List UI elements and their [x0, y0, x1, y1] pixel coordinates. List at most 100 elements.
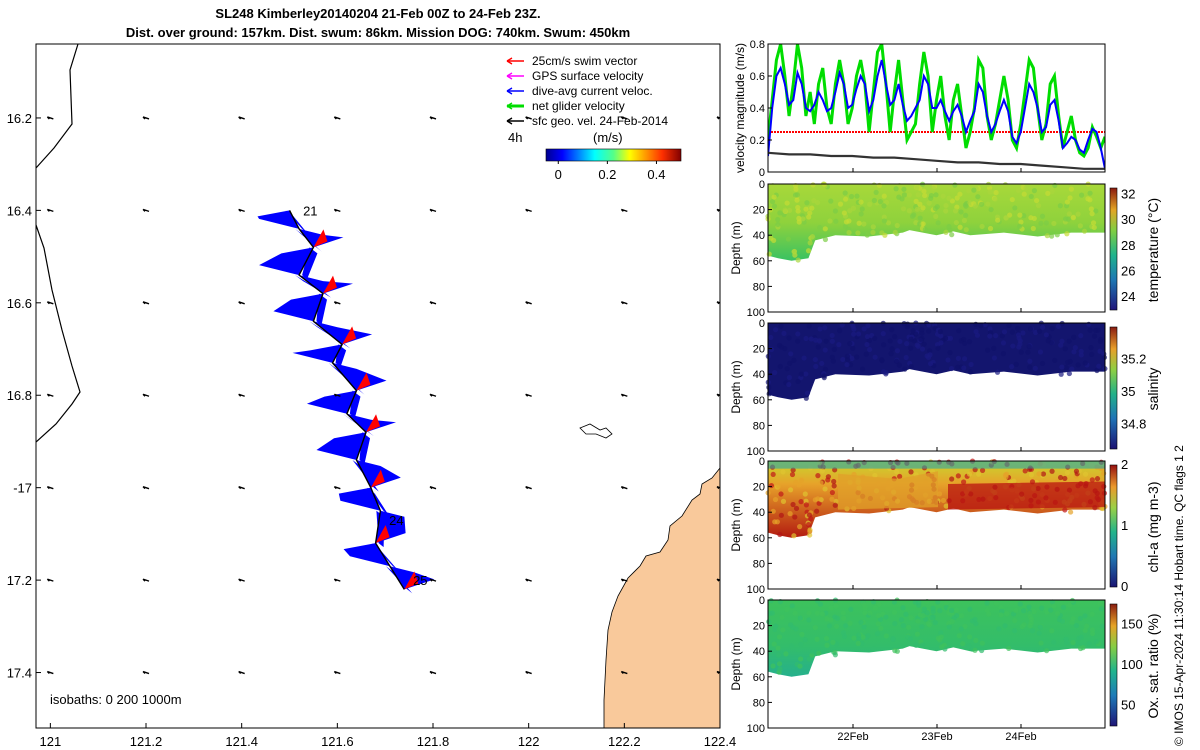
oxygen-sample-dot [1013, 607, 1019, 614]
swath-segment [359, 432, 371, 464]
salinity-sample-dot [1063, 365, 1069, 371]
oxygen-sample-dot [898, 617, 905, 623]
swath-segment [316, 432, 367, 460]
salinity-sample-dot [803, 371, 809, 377]
oxygen-sample-dot [929, 615, 935, 621]
geo-vector [525, 393, 532, 397]
temperature-sample-dot [906, 208, 912, 214]
depth-tick-label: 20 [753, 205, 765, 217]
depth-tick-label: 20 [753, 344, 765, 356]
chla-sample-dot [831, 483, 837, 489]
salinity-sample-dot [927, 348, 933, 354]
temperature-sample-dot [1075, 211, 1081, 217]
temperature-sample-dot [906, 192, 912, 198]
map-x-tick-label: 121.8 [417, 734, 450, 749]
temperature-sample-dot [871, 197, 878, 204]
chla-sample-dot [949, 476, 955, 482]
geo-vector [238, 116, 245, 120]
geo-vector [525, 208, 532, 213]
oxygen-sample-dot [996, 626, 1002, 632]
temperature-sample-dot [920, 205, 926, 211]
temperature-sample-dot [995, 217, 1001, 223]
temperature-sample-dot [1016, 223, 1023, 229]
salinity-sample-dot [829, 338, 835, 344]
oxygen-sample-dot [1036, 630, 1042, 636]
velocity-panel: 0 0.2 0.4 0.6 0.8 velocity magnitude (m/s) [733, 39, 1106, 179]
temperature-sample-dot [795, 257, 801, 263]
swath-segment [257, 210, 300, 229]
salinity-sample-dot [803, 395, 809, 401]
oxygen-sample-dot [802, 637, 808, 643]
geo-vector [620, 208, 628, 213]
colorbar-tick-label: 2 [1121, 457, 1128, 472]
salinity-sample-dot [1040, 324, 1046, 330]
salinity-sample-dot [788, 351, 794, 357]
oxygen-sample-dot [776, 634, 783, 640]
salinity-sample-dot [817, 326, 823, 332]
chla-sample-dot [832, 502, 838, 508]
temperature-sample-dot [913, 198, 919, 204]
temperature-sample-dot [882, 232, 888, 238]
salinity-sample-dot [822, 325, 828, 331]
chla-sample-dot [979, 467, 986, 473]
salinity-sample-dot [1058, 371, 1064, 377]
geo-vector [142, 116, 150, 120]
depth-tick-label: 100 [747, 307, 765, 319]
oxygen-sample-dot [1098, 606, 1104, 612]
temperature-sample-dot [769, 198, 776, 205]
map-x-tick-label: 122 [518, 734, 540, 749]
salinity-sample-dot [864, 333, 870, 340]
oxygen-sample-dot [1051, 639, 1057, 645]
temperature-sample-dot [917, 215, 923, 221]
oxygen-sample-dot [1089, 630, 1096, 637]
temperature-sample-dot [850, 205, 857, 211]
oxygen-sample-dot [840, 630, 847, 636]
time-tick-label: 24Feb [1005, 731, 1036, 743]
salinity-sample-dot [927, 352, 933, 358]
chla-sample-dot [778, 512, 784, 518]
temperature-sample-dot [833, 218, 839, 224]
temperature-sample-dot [1089, 211, 1095, 217]
temperature-sample-dot [791, 249, 797, 255]
geo-vector [142, 208, 150, 213]
temperature-sample-dot [856, 220, 862, 226]
temperature-sample-dot [877, 199, 884, 205]
chla-sample-dot [943, 503, 949, 509]
salinity-sample-dot [1078, 352, 1084, 358]
geo-vector [238, 393, 245, 397]
temperature-sample-dot [858, 199, 864, 205]
oxygen-sample-dot [919, 642, 925, 648]
oxygen-sample-dot [1006, 645, 1012, 652]
map-y-tick-label: 16.8 [7, 388, 32, 403]
salinity-sample-dot [1095, 327, 1101, 333]
isobath-label: isobaths: 0 200 1000m [50, 692, 182, 707]
oxygen-sample-dot [872, 605, 878, 611]
colorbar-tick-label: 24 [1121, 289, 1135, 304]
temperature-sample-dot [794, 197, 800, 203]
oxygen-sample-dot [935, 599, 941, 605]
velocity-y-ticks: 0 0.2 0.4 0.6 0.8 [750, 39, 772, 179]
salinity-sample-dot [1045, 338, 1051, 344]
salinity-sample-dot [888, 351, 894, 357]
salinity-sample-dot [897, 338, 903, 345]
map-axes-frame [35, 43, 721, 729]
temperature-sample-dot [1078, 192, 1085, 198]
salinity-sample-dot [1066, 338, 1072, 344]
temperature-sample-dot [809, 205, 815, 211]
chla-sample-dot [1062, 507, 1068, 513]
temperature-sample-dot [871, 182, 877, 188]
temperature-sample-dot [864, 232, 870, 238]
legend-arrowhead [506, 117, 513, 125]
chla-sample-dot [777, 531, 783, 538]
geo-vector [46, 486, 54, 490]
temperature-sample-dot [837, 201, 844, 207]
oxygen-sample-dot [797, 615, 803, 621]
depth-axis-label: Depth (m) [729, 360, 743, 413]
velocity-y-label: velocity magnitude (m/s) [733, 43, 747, 173]
salinity-sample-dot [1069, 366, 1075, 372]
geo-vector [716, 486, 720, 490]
oxygen-sample-dot [1074, 640, 1081, 646]
map-y-tick-label: 17.2 [7, 573, 32, 588]
geo-vector [620, 116, 628, 120]
salinity-sample-dot [1026, 343, 1032, 350]
